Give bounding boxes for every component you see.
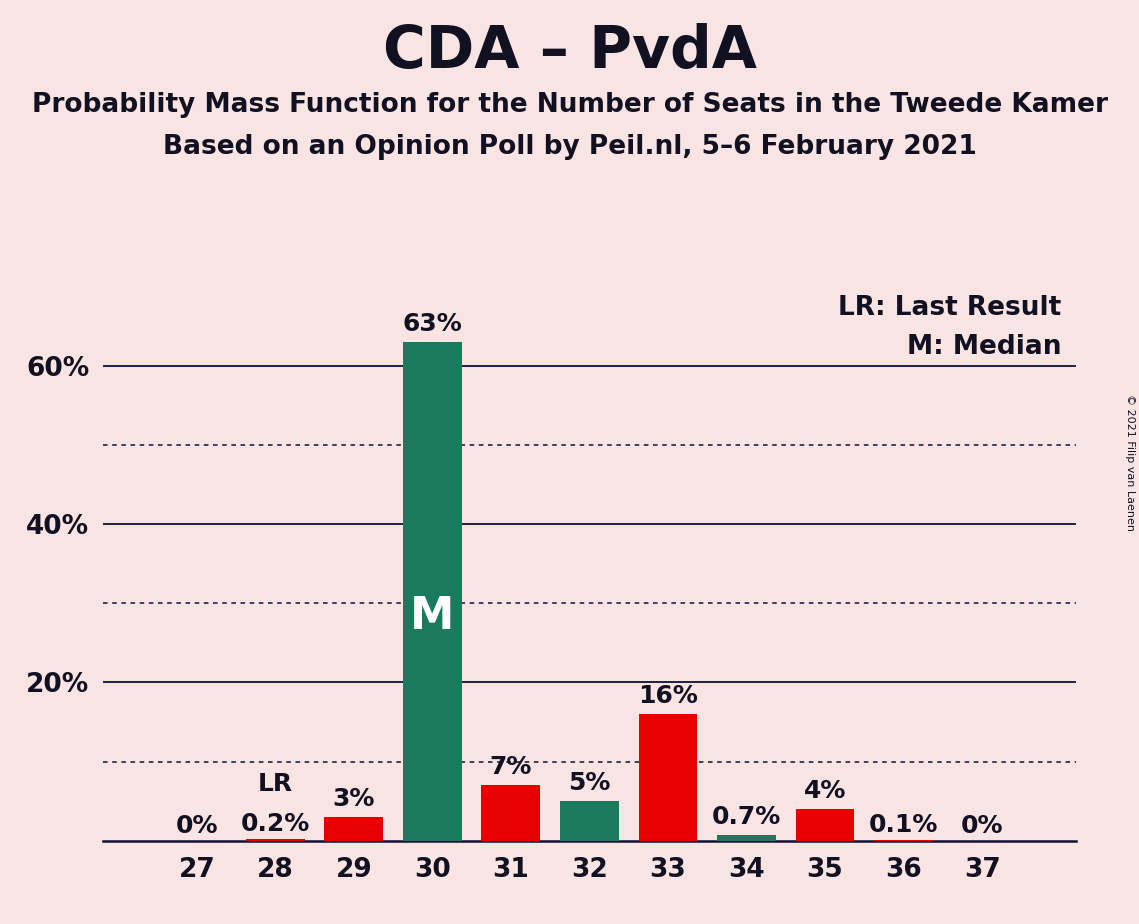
Text: LR: LR xyxy=(257,772,293,796)
Text: 0.7%: 0.7% xyxy=(712,805,781,829)
Bar xyxy=(639,714,697,841)
Text: Probability Mass Function for the Number of Seats in the Tweede Kamer: Probability Mass Function for the Number… xyxy=(32,92,1107,118)
Text: 5%: 5% xyxy=(568,771,611,795)
Text: Based on an Opinion Poll by Peil.nl, 5–6 February 2021: Based on an Opinion Poll by Peil.nl, 5–6… xyxy=(163,134,976,160)
Text: M: Median: M: Median xyxy=(908,334,1062,359)
Bar xyxy=(403,342,461,841)
Bar xyxy=(482,785,540,841)
Bar xyxy=(795,809,854,841)
Bar xyxy=(560,801,618,841)
Bar xyxy=(246,839,305,841)
Text: M: M xyxy=(410,595,454,638)
Text: LR: Last Result: LR: Last Result xyxy=(838,295,1062,321)
Text: © 2021 Filip van Laenen: © 2021 Filip van Laenen xyxy=(1125,394,1134,530)
Text: 0%: 0% xyxy=(175,814,218,838)
Bar xyxy=(325,817,384,841)
Text: 16%: 16% xyxy=(638,684,698,708)
Text: 0.2%: 0.2% xyxy=(240,812,310,836)
Text: 3%: 3% xyxy=(333,786,375,810)
Text: CDA – PvdA: CDA – PvdA xyxy=(383,23,756,80)
Text: 63%: 63% xyxy=(402,311,462,335)
Bar xyxy=(718,835,776,841)
Text: 4%: 4% xyxy=(804,779,846,803)
Text: 7%: 7% xyxy=(490,755,532,779)
Text: 0.1%: 0.1% xyxy=(869,813,939,837)
Text: 0%: 0% xyxy=(961,814,1003,838)
